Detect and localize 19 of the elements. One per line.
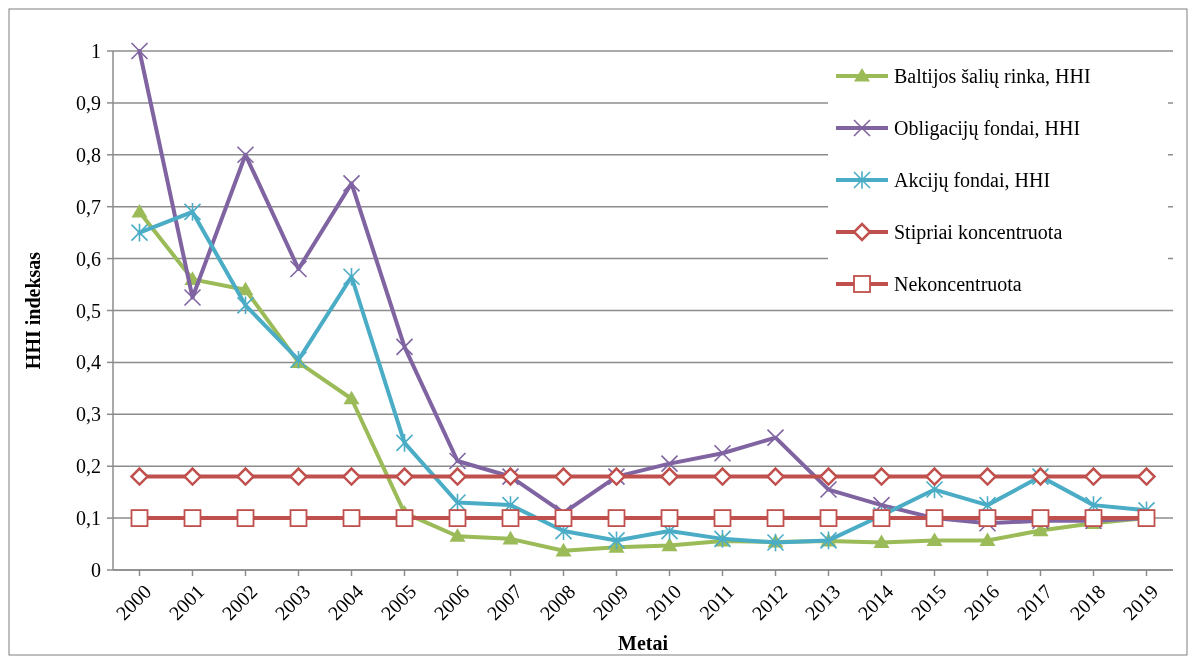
y-tick-label: 0,7 [76,195,101,218]
legend-label: Akcijų fondai, HHI [894,169,1051,192]
y-tick-label: 0,2 [76,455,101,478]
x-axis-title: Metai [618,632,669,654]
y-tick-label: 0 [91,559,101,581]
legend-label: Obligacijų fondai, HHI [894,117,1081,140]
y-tick-label: 0,1 [76,507,101,530]
y-tick-label: 0,9 [76,91,101,114]
legend-label: Stipriai koncentruota [894,221,1063,244]
y-tick-label: 0,6 [76,247,101,270]
y-tick-label: 0,4 [76,351,101,374]
y-axis-title: HHI indeksas [22,251,44,370]
legend-label: Baltijos šalių rinka, HHI [894,65,1091,88]
y-tick-label: 0,8 [76,143,101,166]
x-tick-label: 2011 [694,580,739,624]
legend-label: Nekoncentruota [894,273,1022,295]
y-tick-label: 0,3 [76,403,101,426]
y-tick-label: 0,5 [76,299,101,322]
y-tick-label: 1 [91,40,101,62]
